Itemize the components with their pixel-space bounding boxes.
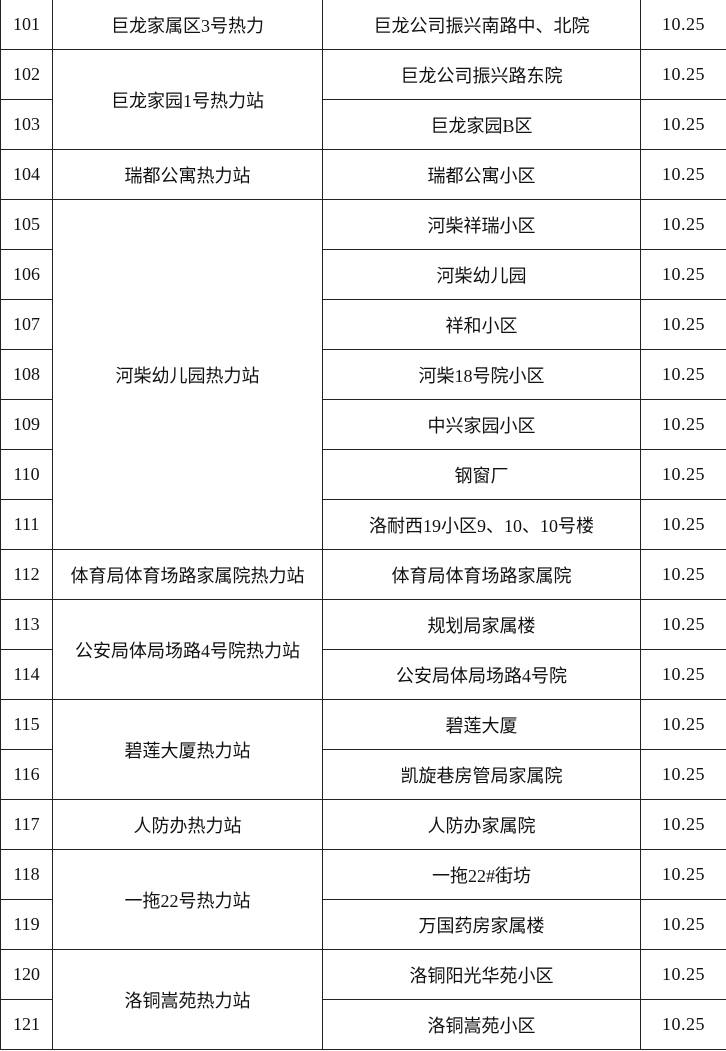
table-row: 106 河柴幼儿园 10.25 [0, 249, 726, 300]
community-name: 洛铜阳光华苑小区 [322, 949, 641, 1000]
row-number: 118 [0, 849, 53, 900]
table-row: 111 洛耐西19小区9、10、10号楼 10.25 [0, 499, 726, 550]
value-cell: 10.25 [640, 699, 726, 750]
row-number: 112 [0, 549, 53, 600]
row-number: 120 [0, 949, 53, 1000]
community-name: 钢窗厂 [322, 449, 641, 500]
table-row: 107 祥和小区 10.25 [0, 299, 726, 350]
community-name: 瑞都公寓小区 [322, 149, 641, 200]
community-name: 一拖22#街坊 [322, 849, 641, 900]
table-row: 110 钢窗厂 10.25 [0, 449, 726, 500]
value-cell: 10.25 [640, 399, 726, 450]
table-row: 118 一拖22号热力站 一拖22#街坊 10.25 [0, 849, 726, 950]
value-cell: 10.25 [640, 799, 726, 850]
row-number: 121 [0, 999, 53, 1050]
community-name: 体育局体育场路家属院 [322, 549, 641, 600]
table-row: 113 公安局体局场路4号院热力站 规划局家属楼 10.25 [0, 599, 726, 700]
table-row: 112 体育局体育场路家属院热力站 体育局体育场路家属院 10.25 [0, 549, 726, 600]
value-cell: 10.25 [640, 149, 726, 200]
table-row: 105 河柴幼儿园热力站 河柴祥瑞小区 10.25 [0, 199, 726, 550]
community-name: 碧莲大厦 [322, 699, 641, 750]
community-name: 祥和小区 [322, 299, 641, 350]
value-cell: 10.25 [640, 249, 726, 300]
community-name: 河柴18号院小区 [322, 349, 641, 400]
table-row: 121 洛铜嵩苑小区 10.25 [0, 999, 726, 1050]
community-name: 巨龙家园B区 [322, 99, 641, 150]
community-name: 公安局体局场路4号院 [322, 649, 641, 700]
table-row: 117 人防办热力站 人防办家属院 10.25 [0, 799, 726, 850]
row-number: 109 [0, 399, 53, 450]
community-name: 规划局家属楼 [322, 599, 641, 650]
value-cell: 10.25 [640, 899, 726, 950]
community-name: 巨龙公司振兴南路中、北院 [322, 0, 641, 50]
table-row: 108 河柴18号院小区 10.25 [0, 349, 726, 400]
row-number: 116 [0, 749, 53, 800]
value-cell: 10.25 [640, 49, 726, 100]
community-name: 人防办家属院 [322, 799, 641, 850]
value-cell: 10.25 [640, 549, 726, 600]
row-number: 104 [0, 149, 53, 200]
row-number: 106 [0, 249, 53, 300]
table-row: 120 洛铜嵩苑热力站 洛铜阳光华苑小区 10.25 [0, 949, 726, 1050]
station-name: 巨龙家属区3号热力 [52, 0, 323, 50]
value-cell: 10.25 [640, 649, 726, 700]
value-cell: 10.25 [640, 99, 726, 150]
value-cell: 10.25 [640, 499, 726, 550]
row-number: 102 [0, 49, 53, 100]
table-row: 115 碧莲大厦热力站 碧莲大厦 10.25 [0, 699, 726, 800]
station-name: 洛铜嵩苑热力站 [52, 949, 323, 1050]
community-name: 凯旋巷房管局家属院 [322, 749, 641, 800]
value-cell: 10.25 [640, 599, 726, 650]
table-row: 102 巨龙家园1号热力站 巨龙公司振兴路东院 10.25 [0, 49, 726, 150]
row-number: 113 [0, 599, 53, 650]
value-cell: 10.25 [640, 749, 726, 800]
community-name: 中兴家园小区 [322, 399, 641, 450]
station-name: 人防办热力站 [52, 799, 323, 850]
table-row: 104 瑞都公寓热力站 瑞都公寓小区 10.25 [0, 149, 726, 200]
value-cell: 10.25 [640, 949, 726, 1000]
table-row: 114 公安局体局场路4号院 10.25 [0, 649, 726, 700]
table-row: 119 万国药房家属楼 10.25 [0, 899, 726, 950]
community-name: 洛耐西19小区9、10、10号楼 [322, 499, 641, 550]
community-name: 河柴祥瑞小区 [322, 199, 641, 250]
station-name: 碧莲大厦热力站 [52, 699, 323, 800]
row-number: 115 [0, 699, 53, 750]
community-name: 巨龙公司振兴路东院 [322, 49, 641, 100]
value-cell: 10.25 [640, 999, 726, 1050]
station-name: 一拖22号热力站 [52, 849, 323, 950]
value-cell: 10.25 [640, 449, 726, 500]
value-cell: 10.25 [640, 849, 726, 900]
station-name: 瑞都公寓热力站 [52, 149, 323, 200]
station-name: 河柴幼儿园热力站 [52, 199, 323, 550]
value-cell: 10.25 [640, 349, 726, 400]
table-row: 109 中兴家园小区 10.25 [0, 399, 726, 450]
row-number: 103 [0, 99, 53, 150]
value-cell: 10.25 [640, 299, 726, 350]
value-cell: 10.25 [640, 199, 726, 250]
row-number: 110 [0, 449, 53, 500]
value-cell: 10.25 [640, 0, 726, 50]
community-name: 万国药房家属楼 [322, 899, 641, 950]
row-number: 119 [0, 899, 53, 950]
row-number: 114 [0, 649, 53, 700]
row-number: 107 [0, 299, 53, 350]
station-name: 体育局体育场路家属院热力站 [52, 549, 323, 600]
row-number: 101 [0, 0, 53, 50]
station-name: 巨龙家园1号热力站 [52, 49, 323, 150]
table-row: 101 巨龙家属区3号热力 巨龙公司振兴南路中、北院 10.25 [0, 0, 726, 50]
row-number: 111 [0, 499, 53, 550]
row-number: 108 [0, 349, 53, 400]
community-name: 河柴幼儿园 [322, 249, 641, 300]
community-name: 洛铜嵩苑小区 [322, 999, 641, 1050]
row-number: 105 [0, 199, 53, 250]
row-number: 117 [0, 799, 53, 850]
station-name: 公安局体局场路4号院热力站 [52, 599, 323, 700]
table-row: 116 凯旋巷房管局家属院 10.25 [0, 749, 726, 800]
